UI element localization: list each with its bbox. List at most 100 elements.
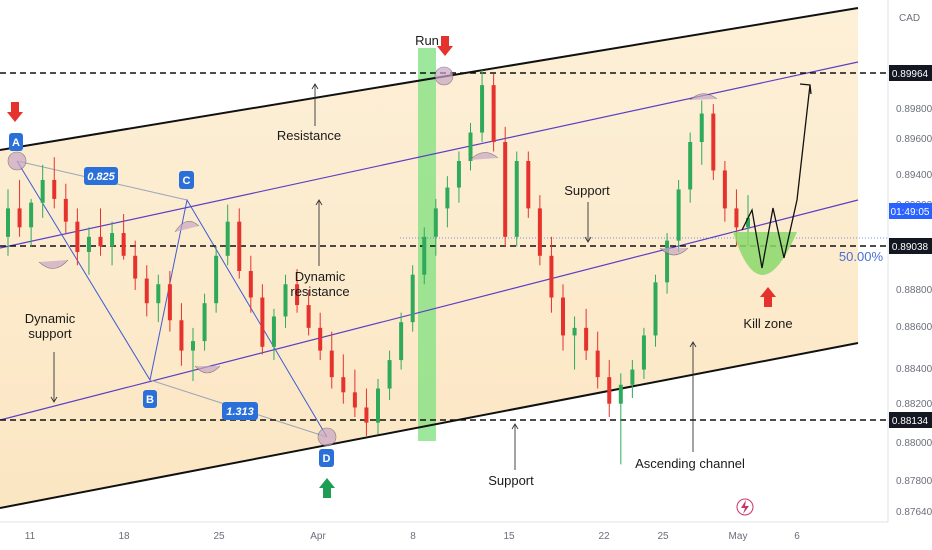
candle-body: [63, 198, 68, 222]
dynamic-support-line: [0, 199, 859, 421]
price-box: 0.89964: [889, 65, 932, 81]
y-tick-label: 0.88800: [896, 285, 932, 296]
candle-body: [237, 221, 242, 271]
y-tick-label: 0.88000: [896, 438, 932, 449]
badge-d: D: [319, 449, 334, 467]
candle-body: [248, 270, 253, 298]
touch-arc: [38, 259, 69, 269]
red-arrow-a-icon: [7, 102, 23, 122]
touch-arc: [194, 365, 221, 374]
candle-body: [364, 407, 369, 423]
price-box-label: 0.89964: [892, 69, 929, 80]
candle-body: [271, 316, 276, 347]
candle-body: [641, 335, 646, 370]
candle-body: [75, 221, 80, 252]
candle-body: [607, 377, 612, 404]
fib-50-label: 50.00%: [839, 249, 884, 264]
y-tick-label: 0.89600: [896, 134, 932, 145]
badge-c-label: C: [183, 175, 191, 187]
annotation-line: support: [28, 326, 72, 341]
resistance-label: Resistance: [277, 128, 341, 143]
x-tick-label: 6: [794, 531, 800, 542]
x-tick-label: 11: [25, 531, 36, 542]
candle-body: [133, 255, 138, 279]
ratio-bd-label: 1.313: [226, 406, 254, 418]
dynamic-resistance-line: [0, 61, 859, 249]
candle-body: [618, 384, 623, 404]
red-arrow-run-icon: [437, 36, 453, 56]
price-box-label: 0.88134: [892, 416, 929, 427]
candle-body: [722, 170, 727, 209]
candle-body: [376, 388, 380, 423]
candle-body: [318, 327, 323, 351]
candle-body: [6, 208, 10, 237]
candle-body: [537, 208, 542, 256]
x-tick-label: 25: [213, 531, 225, 542]
candle-body: [653, 282, 658, 336]
candle-body: [549, 255, 554, 298]
candle-body: [491, 85, 496, 143]
run-highlight: [418, 48, 436, 441]
x-tick-label: 22: [598, 531, 610, 542]
candle-body: [341, 377, 346, 393]
candle-body: [387, 360, 392, 389]
candle-body: [29, 202, 34, 228]
candle-body: [688, 142, 693, 190]
candle-body: [503, 142, 508, 237]
candle-body: [191, 341, 195, 351]
support-upper-label: Support: [564, 183, 610, 198]
red-arrow-kill-icon: [760, 287, 776, 307]
candle-body: [283, 284, 288, 317]
annotation-line: resistance: [290, 284, 349, 299]
y-tick-label: 0.88200: [896, 399, 932, 410]
swing-circle: [7, 151, 27, 171]
candle-body: [676, 189, 681, 241]
touch-arc: [659, 247, 689, 256]
y-tick-label: 0.88600: [896, 322, 932, 333]
candle-body: [468, 132, 473, 161]
run-label: Run: [415, 33, 439, 48]
candle-body: [329, 350, 334, 378]
candle-body: [98, 236, 103, 247]
candle-body: [699, 113, 704, 143]
candle-body: [433, 208, 438, 237]
candle-body: [734, 208, 739, 228]
candle-body: [40, 179, 45, 203]
ratio-badge-bd: 1.313: [222, 402, 258, 420]
candle-body: [144, 278, 149, 304]
candle-body: [711, 113, 716, 171]
candle-body: [295, 284, 300, 306]
time-axis[interactable]: [0, 522, 888, 550]
y-tick-label: 0.89800: [896, 104, 932, 115]
x-tick-label: 25: [657, 531, 669, 542]
x-tick-label: Apr: [310, 531, 326, 542]
badge-b-label: B: [146, 394, 154, 406]
y-tick-label: 0.88400: [896, 364, 932, 375]
annotation-line: Dynamic: [25, 311, 76, 326]
annotation-arrows: [50, 83, 697, 470]
candle-body: [526, 160, 531, 209]
candle-body: [665, 240, 670, 283]
candle-body: [86, 236, 91, 252]
y-tick-label: 0.87640: [896, 507, 932, 518]
projection-path: [741, 84, 811, 269]
ratio-ac-label: 0.825: [87, 171, 115, 183]
swing-circle: [317, 427, 337, 447]
support-lower-label: Support: [488, 473, 534, 488]
candle-body: [179, 320, 184, 351]
candle-body: [595, 350, 600, 378]
candle-body: [225, 221, 230, 256]
candle-body: [584, 327, 589, 351]
candle-body: [167, 284, 172, 321]
price-box-label: 01:49:05: [891, 207, 930, 218]
y-tick-label: 0.87800: [896, 476, 932, 487]
badge-c: C: [179, 171, 194, 189]
channel-upper-line: [0, 7, 859, 151]
badge-d-label: D: [323, 453, 331, 465]
price-axis[interactable]: [888, 0, 932, 550]
dynamic-support-label: Dynamic support: [25, 311, 76, 341]
lightning-icon[interactable]: [736, 498, 754, 516]
price-box: 0.88134: [889, 412, 932, 428]
candle-body: [306, 305, 311, 328]
